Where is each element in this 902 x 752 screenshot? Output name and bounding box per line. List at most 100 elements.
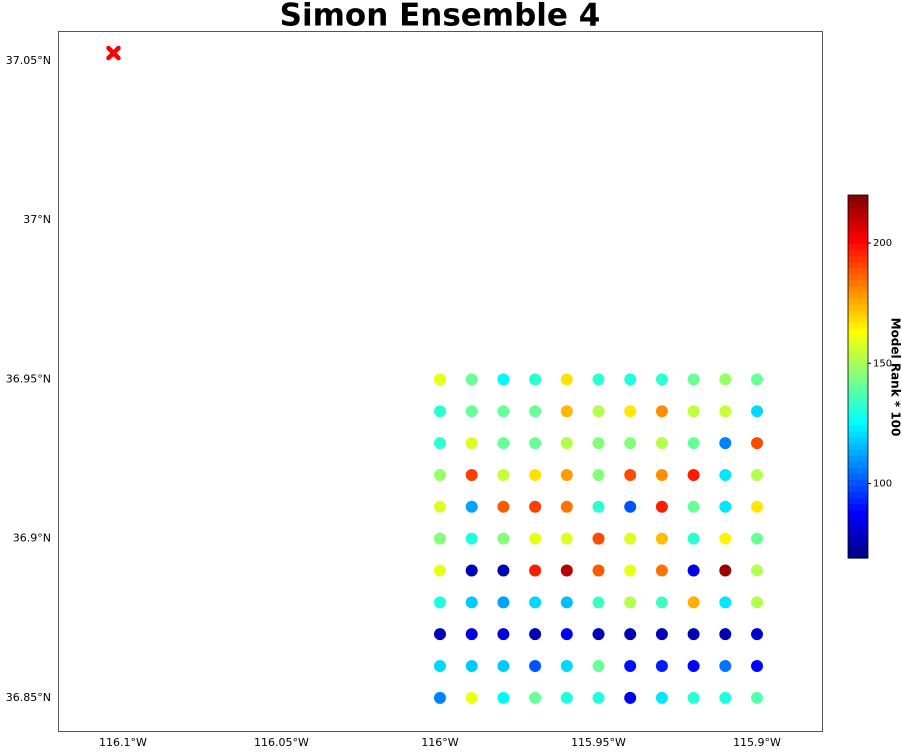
point <box>719 468 732 481</box>
colorbar-segment <box>848 219 868 226</box>
point <box>624 596 637 609</box>
point <box>687 628 700 641</box>
point <box>560 437 573 450</box>
point <box>434 660 446 673</box>
point <box>529 628 542 641</box>
point <box>592 596 605 609</box>
point <box>624 532 637 545</box>
point <box>434 691 446 704</box>
point <box>592 468 605 481</box>
point <box>719 405 732 418</box>
colorbar-segment <box>848 503 868 511</box>
colorbar-tick-label: 200 <box>873 238 892 249</box>
colorbar-segment <box>848 418 868 426</box>
point <box>465 405 478 418</box>
point <box>655 532 668 545</box>
point <box>719 532 732 545</box>
point <box>560 405 573 418</box>
colorbar-segment <box>848 424 868 432</box>
point <box>719 660 732 673</box>
point <box>751 628 764 641</box>
point <box>751 500 764 513</box>
point <box>687 596 700 609</box>
point <box>560 691 573 704</box>
colorbar-segment <box>848 430 868 438</box>
colorbar-segment <box>848 316 868 323</box>
point <box>624 468 637 481</box>
colorbar-segment <box>848 382 868 390</box>
point <box>751 532 764 545</box>
colorbar-segment <box>848 273 868 281</box>
point <box>434 532 446 545</box>
point <box>497 437 510 450</box>
point <box>497 500 510 513</box>
colorbar-frame <box>847 194 869 559</box>
point <box>687 532 700 545</box>
point <box>719 564 732 577</box>
y-tick-label: 37°N <box>23 213 51 226</box>
point <box>655 437 668 450</box>
colorbar-segment <box>848 515 868 523</box>
colorbar-segment <box>848 533 868 541</box>
point <box>529 437 542 450</box>
point <box>751 691 764 704</box>
point <box>465 628 478 641</box>
colorbar-segment <box>848 309 868 317</box>
point <box>560 660 573 673</box>
point <box>687 564 700 577</box>
colorbar-segment <box>848 364 868 372</box>
x-tick-label: 116.05°W <box>254 736 309 749</box>
point <box>592 660 605 673</box>
colorbar-segment <box>848 213 868 220</box>
point <box>529 405 542 418</box>
point <box>655 500 668 513</box>
colorbar-segment <box>848 551 868 559</box>
point <box>560 373 573 386</box>
colorbar-segment <box>848 261 868 269</box>
colorbar-segment <box>848 467 868 474</box>
colorbar-segment <box>848 437 868 444</box>
point <box>434 500 446 513</box>
point <box>719 373 732 386</box>
plot-frame <box>58 31 823 732</box>
point <box>592 373 605 386</box>
point <box>624 373 637 386</box>
colorbar-segment <box>848 328 868 335</box>
colorbar-segment <box>848 394 868 402</box>
x-tick-label: 116°W <box>421 736 458 749</box>
colorbar-segment <box>848 370 868 378</box>
colorbar-segment <box>848 449 868 456</box>
colorbar-segment <box>848 285 868 293</box>
point <box>624 437 637 450</box>
point <box>655 660 668 673</box>
colorbar-segment <box>848 479 868 486</box>
point <box>434 437 446 450</box>
colorbar-segment <box>848 322 868 329</box>
x-tick-label: 116.1°W <box>99 736 147 749</box>
colorbar-segment <box>848 279 868 287</box>
point <box>592 628 605 641</box>
point <box>687 500 700 513</box>
point <box>624 405 637 418</box>
colorbar-segment <box>848 376 868 384</box>
point <box>719 691 732 704</box>
point <box>529 564 542 577</box>
point <box>624 564 637 577</box>
colorbar-label: Model Rank * 100 <box>889 318 902 437</box>
colorbar-segment <box>848 249 868 257</box>
point <box>465 596 478 609</box>
y-tick-label: 36.9°N <box>13 532 51 545</box>
point <box>529 373 542 386</box>
point <box>687 437 700 450</box>
colorbar-segment <box>848 388 868 396</box>
colorbar-segment <box>848 225 868 232</box>
point <box>497 660 510 673</box>
colorbar-segment <box>848 485 868 493</box>
point <box>751 405 764 418</box>
colorbar-segment <box>848 195 868 202</box>
colorbar-segment <box>848 545 868 553</box>
point <box>497 691 510 704</box>
point <box>687 373 700 386</box>
point <box>497 532 510 545</box>
